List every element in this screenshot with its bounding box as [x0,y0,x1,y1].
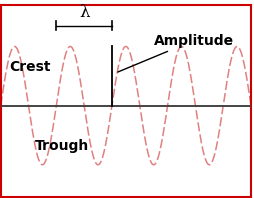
Text: λ: λ [78,4,89,21]
Text: Crest: Crest [9,60,50,74]
Text: Amplitude: Amplitude [117,33,233,72]
Text: Trough: Trough [35,139,89,153]
